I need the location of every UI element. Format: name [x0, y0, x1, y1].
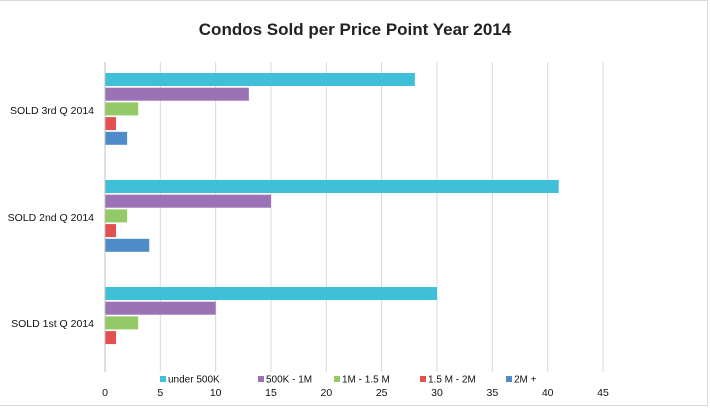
category-label-2: SOLD 2nd Q 2014 — [8, 212, 95, 224]
bar-1-5 — [105, 131, 128, 145]
bar-1-4 — [105, 117, 117, 131]
legend-swatch-3 — [334, 376, 340, 382]
legend-label-2: 500K - 1M — [266, 375, 312, 386]
bar-3-2 — [105, 301, 216, 315]
legend-swatch-5 — [506, 376, 512, 382]
bars — [105, 73, 559, 345]
legend-label-5: 2M + — [514, 375, 537, 386]
x-tick-label-5: 5 — [157, 387, 163, 399]
x-tick-label-35: 35 — [486, 387, 498, 399]
legend-swatch-2 — [258, 376, 264, 382]
legend-swatch-1 — [160, 376, 166, 382]
gridlines — [159, 62, 604, 372]
x-tick-labels: 0 5 10 15 20 25 30 35 40 45 — [102, 387, 609, 399]
x-tick-label-0: 0 — [102, 387, 108, 399]
legend-label-1: under 500K — [168, 375, 220, 386]
legend: under 500K 500K - 1M 1M - 1.5 M 1.5 M - 2M 2… — [160, 375, 537, 386]
x-tick-label-15: 15 — [265, 387, 277, 399]
bar-2-1 — [105, 180, 559, 193]
bar-2-3 — [105, 209, 128, 223]
bar-3-4 — [105, 331, 117, 345]
x-tick-label-45: 45 — [597, 387, 609, 399]
legend-swatch-4 — [420, 376, 426, 382]
category-label-1: SOLD 3rd Q 2014 — [10, 105, 94, 117]
category-label-3: SOLD 1st Q 2014 — [11, 318, 94, 330]
x-tick-label-20: 20 — [320, 387, 332, 399]
category-labels: SOLD 3rd Q 2014 SOLD 2nd Q 2014 SOLD 1st Q… — [8, 105, 95, 330]
chart-title: Condos Sold per Price Point Year 2014 — [199, 20, 512, 39]
bar-2-2 — [105, 194, 271, 208]
bar-3-3 — [105, 316, 139, 330]
bar-2-5 — [105, 238, 150, 252]
x-tick-label-10: 10 — [210, 387, 222, 399]
bar-1-2 — [105, 87, 249, 101]
x-tick-label-30: 30 — [431, 387, 443, 399]
bar-1-1 — [105, 73, 415, 86]
bar-2-4 — [105, 224, 117, 238]
legend-label-4: 1.5 M - 2M — [428, 375, 476, 386]
bar-1-3 — [105, 102, 139, 116]
bar-3-1 — [105, 287, 437, 300]
x-tick-label-25: 25 — [376, 387, 388, 399]
x-tick-label-40: 40 — [542, 387, 554, 399]
legend-label-3: 1M - 1.5 M — [342, 375, 390, 386]
